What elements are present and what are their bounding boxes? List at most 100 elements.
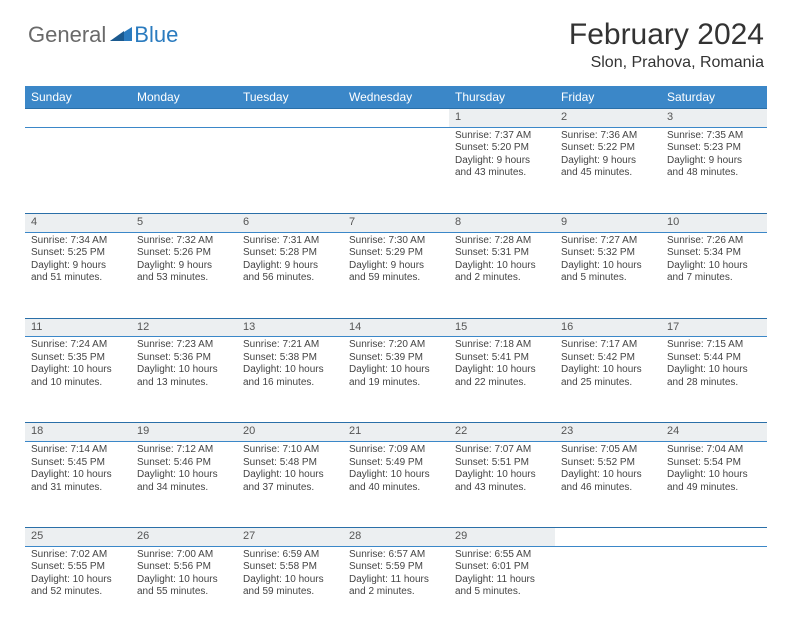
sunrise-line: Sunrise: 7:26 AM [667,235,761,248]
sunset-line: Sunset: 5:31 PM [455,247,549,260]
day-number-cell: 2 [555,109,661,128]
sunset-line: Sunset: 5:28 PM [243,247,337,260]
day-cell: Sunrise: 7:32 AMSunset: 5:26 PMDaylight:… [131,232,237,318]
daylight-line: Daylight: 9 hours and 53 minutes. [137,260,231,285]
day-cell [237,127,343,213]
sunrise-line: Sunrise: 7:34 AM [31,235,125,248]
day-cell: Sunrise: 7:26 AMSunset: 5:34 PMDaylight:… [661,232,767,318]
day-cell [343,127,449,213]
day-cell-body: Sunrise: 7:30 AMSunset: 5:29 PMDaylight:… [343,233,449,289]
sunrise-line: Sunrise: 7:27 AM [561,235,655,248]
sunrise-line: Sunrise: 7:35 AM [667,130,761,143]
day-cell: Sunrise: 7:31 AMSunset: 5:28 PMDaylight:… [237,232,343,318]
day-number-cell: 9 [555,213,661,232]
day-cell: Sunrise: 7:37 AMSunset: 5:20 PMDaylight:… [449,127,555,213]
day-cell: Sunrise: 7:18 AMSunset: 5:41 PMDaylight:… [449,337,555,423]
day-number-cell [237,109,343,128]
daylight-line: Daylight: 10 hours and 22 minutes. [455,364,549,389]
day-cell: Sunrise: 7:34 AMSunset: 5:25 PMDaylight:… [25,232,131,318]
day-cell-body: Sunrise: 7:09 AMSunset: 5:49 PMDaylight:… [343,442,449,498]
daylight-line: Daylight: 10 hours and 7 minutes. [667,260,761,285]
day-number-cell: 14 [343,318,449,337]
daylight-line: Daylight: 10 hours and 25 minutes. [561,364,655,389]
sunset-line: Sunset: 5:34 PM [667,247,761,260]
day-number-cell: 22 [449,423,555,442]
day-cell-body: Sunrise: 7:00 AMSunset: 5:56 PMDaylight:… [131,547,237,603]
daylight-line: Daylight: 10 hours and 19 minutes. [349,364,443,389]
logo-text-blue: Blue [134,22,178,48]
sunrise-line: Sunrise: 7:10 AM [243,444,337,457]
sunset-line: Sunset: 5:36 PM [137,352,231,365]
logo-text-general: General [28,22,106,48]
day-cell [25,127,131,213]
daylight-line: Daylight: 10 hours and 16 minutes. [243,364,337,389]
sunset-line: Sunset: 5:22 PM [561,142,655,155]
sunrise-line: Sunrise: 6:59 AM [243,549,337,562]
daynum-row: 123 [25,109,767,128]
daylight-line: Daylight: 11 hours and 5 minutes. [455,574,549,599]
day-cell-body: Sunrise: 7:21 AMSunset: 5:38 PMDaylight:… [237,337,343,393]
sunrise-line: Sunrise: 7:15 AM [667,339,761,352]
day-cell: Sunrise: 7:35 AMSunset: 5:23 PMDaylight:… [661,127,767,213]
day-number-cell: 1 [449,109,555,128]
day-cell-body: Sunrise: 7:12 AMSunset: 5:46 PMDaylight:… [131,442,237,498]
sunrise-line: Sunrise: 7:17 AM [561,339,655,352]
sunset-line: Sunset: 5:35 PM [31,352,125,365]
day-cell-body: Sunrise: 7:31 AMSunset: 5:28 PMDaylight:… [237,233,343,289]
daylight-line: Daylight: 9 hours and 43 minutes. [455,155,549,180]
daynum-row: 11121314151617 [25,318,767,337]
sunset-line: Sunset: 5:56 PM [137,561,231,574]
daylight-line: Daylight: 10 hours and 34 minutes. [137,469,231,494]
sunset-line: Sunset: 5:39 PM [349,352,443,365]
day-cell-body: Sunrise: 7:10 AMSunset: 5:48 PMDaylight:… [237,442,343,498]
sunrise-line: Sunrise: 7:14 AM [31,444,125,457]
day-number-cell: 13 [237,318,343,337]
sunset-line: Sunset: 6:01 PM [455,561,549,574]
daylight-line: Daylight: 10 hours and 37 minutes. [243,469,337,494]
calendar-body: 123Sunrise: 7:37 AMSunset: 5:20 PMDaylig… [25,109,767,632]
sunrise-line: Sunrise: 7:31 AM [243,235,337,248]
day-cell: Sunrise: 6:57 AMSunset: 5:59 PMDaylight:… [343,546,449,632]
day-cell: Sunrise: 7:05 AMSunset: 5:52 PMDaylight:… [555,442,661,528]
day-number-cell: 7 [343,213,449,232]
day-header: Saturday [661,86,767,109]
day-cell-body: Sunrise: 7:34 AMSunset: 5:25 PMDaylight:… [25,233,131,289]
sunrise-line: Sunrise: 7:37 AM [455,130,549,143]
day-cell-body: Sunrise: 7:15 AMSunset: 5:44 PMDaylight:… [661,337,767,393]
day-cell: Sunrise: 7:02 AMSunset: 5:55 PMDaylight:… [25,546,131,632]
day-cell-body: Sunrise: 7:05 AMSunset: 5:52 PMDaylight:… [555,442,661,498]
daylight-line: Daylight: 10 hours and 28 minutes. [667,364,761,389]
sunset-line: Sunset: 5:46 PM [137,457,231,470]
sunrise-line: Sunrise: 7:32 AM [137,235,231,248]
day-number-cell [343,109,449,128]
day-cell: Sunrise: 7:07 AMSunset: 5:51 PMDaylight:… [449,442,555,528]
sunset-line: Sunset: 5:25 PM [31,247,125,260]
calendar-head: SundayMondayTuesdayWednesdayThursdayFrid… [25,86,767,109]
day-cell-body: Sunrise: 7:23 AMSunset: 5:36 PMDaylight:… [131,337,237,393]
sunset-line: Sunset: 5:38 PM [243,352,337,365]
sunset-line: Sunset: 5:58 PM [243,561,337,574]
daylight-line: Daylight: 10 hours and 55 minutes. [137,574,231,599]
day-cell: Sunrise: 7:30 AMSunset: 5:29 PMDaylight:… [343,232,449,318]
day-cell: Sunrise: 7:17 AMSunset: 5:42 PMDaylight:… [555,337,661,423]
daylight-line: Daylight: 9 hours and 59 minutes. [349,260,443,285]
day-cell: Sunrise: 7:21 AMSunset: 5:38 PMDaylight:… [237,337,343,423]
day-cell-body: Sunrise: 7:35 AMSunset: 5:23 PMDaylight:… [661,128,767,184]
day-cell [661,546,767,632]
day-cell: Sunrise: 7:23 AMSunset: 5:36 PMDaylight:… [131,337,237,423]
content-row: Sunrise: 7:14 AMSunset: 5:45 PMDaylight:… [25,442,767,528]
day-cell-body: Sunrise: 7:36 AMSunset: 5:22 PMDaylight:… [555,128,661,184]
daylight-line: Daylight: 10 hours and 49 minutes. [667,469,761,494]
daylight-line: Daylight: 11 hours and 2 minutes. [349,574,443,599]
day-number-cell: 19 [131,423,237,442]
day-cell-body: Sunrise: 7:20 AMSunset: 5:39 PMDaylight:… [343,337,449,393]
day-cell: Sunrise: 7:36 AMSunset: 5:22 PMDaylight:… [555,127,661,213]
day-number-cell: 10 [661,213,767,232]
sunset-line: Sunset: 5:51 PM [455,457,549,470]
sunrise-line: Sunrise: 7:18 AM [455,339,549,352]
month-title: February 2024 [569,18,764,52]
day-cell-body: Sunrise: 6:57 AMSunset: 5:59 PMDaylight:… [343,547,449,603]
day-number-cell [661,528,767,547]
day-cell: Sunrise: 7:27 AMSunset: 5:32 PMDaylight:… [555,232,661,318]
day-cell: Sunrise: 7:14 AMSunset: 5:45 PMDaylight:… [25,442,131,528]
